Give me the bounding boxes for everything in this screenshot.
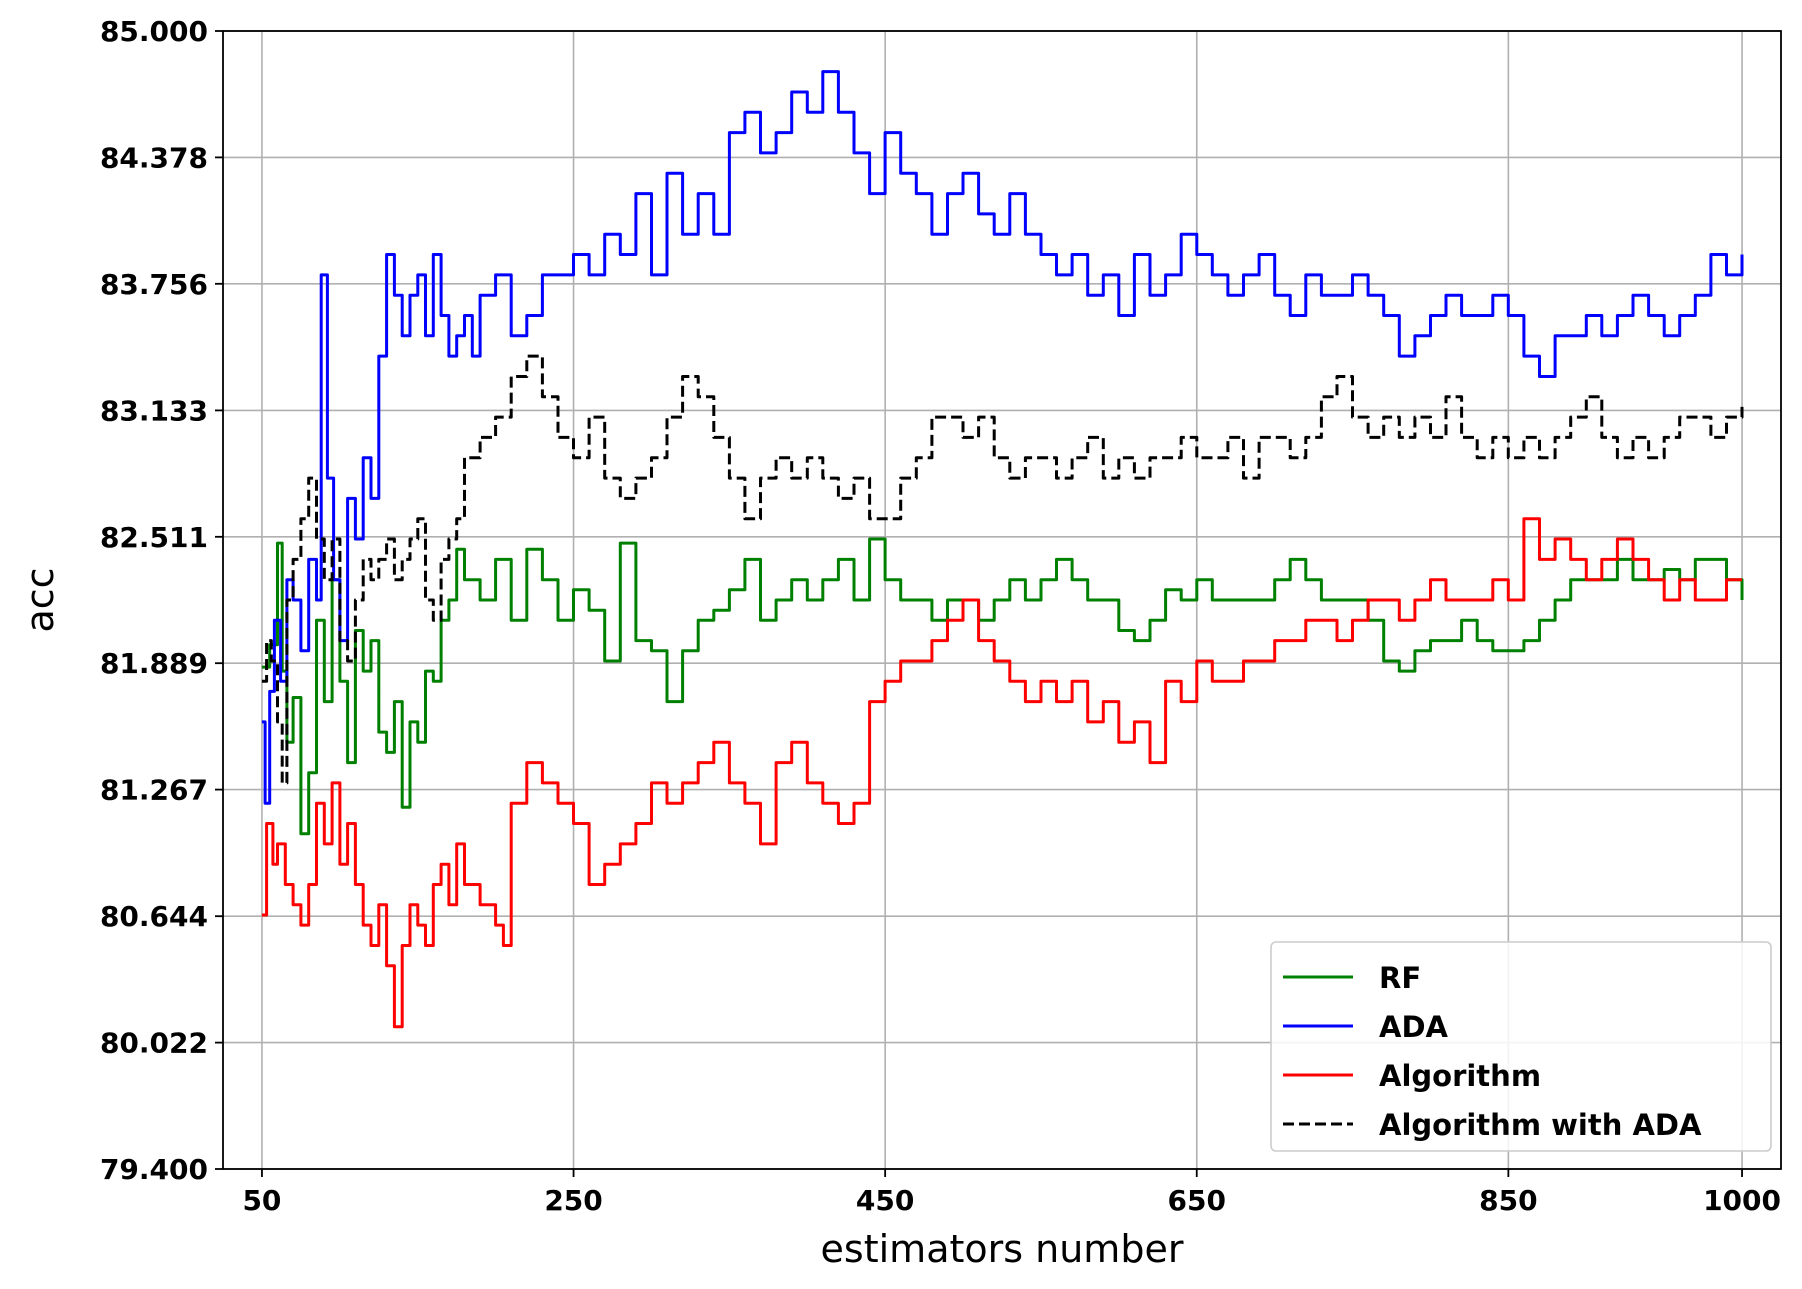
x-tick-label: 650 [1168, 1184, 1226, 1217]
data-series [261, 70, 1744, 1029]
x-tick-label: 850 [1479, 1184, 1537, 1217]
y-tick-label: 80.022 [100, 1027, 208, 1060]
y-tick-label: 84.378 [100, 141, 208, 174]
series-line-3 [261, 517, 1742, 1029]
plot-frame [222, 30, 1782, 1170]
y-axis-label: acc [18, 567, 62, 632]
y-tick-label: 82.511 [100, 521, 208, 554]
x-tick-label: 450 [856, 1184, 914, 1217]
x-axis-label: estimators number [821, 1227, 1184, 1271]
legend-label: Algorithm [1379, 1059, 1541, 1093]
legend: RF ADA Algorithm Algorithm with ADA [1270, 941, 1772, 1152]
x-tick-label: 1000 [1703, 1184, 1781, 1217]
axis-ticks: 50 250 450 650 850 1000 79.400 80.022 80.644 81.2… [100, 15, 1781, 1217]
y-tick-label: 79.400 [100, 1153, 208, 1186]
series-line-2 [261, 70, 1744, 805]
y-tick-label: 80.644 [100, 900, 208, 933]
y-tick-label: 83.756 [100, 268, 208, 301]
legend-box [1270, 941, 1772, 1152]
y-tick-label: 83.133 [100, 394, 208, 427]
series-line-4 [261, 354, 1744, 785]
y-tick-label: 81.889 [100, 647, 208, 680]
grid-lines [223, 30, 1781, 1170]
y-tick-label: 85.000 [100, 15, 208, 48]
x-tick-label: 50 [242, 1184, 281, 1217]
legend-label: Algorithm with ADA [1379, 1108, 1702, 1142]
x-tick-label: 250 [544, 1184, 602, 1217]
legend-label: RF [1379, 961, 1421, 995]
y-tick-label: 81.267 [100, 774, 208, 807]
series-line-1 [261, 537, 1744, 836]
legend-label: ADA [1379, 1010, 1449, 1044]
